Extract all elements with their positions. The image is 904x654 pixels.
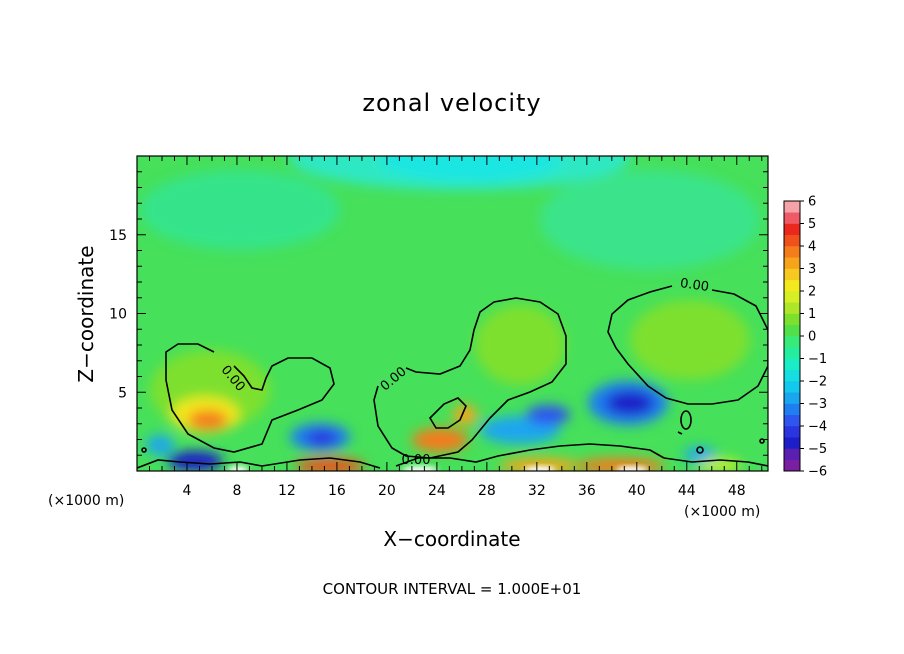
colorbar-tick-label: 1	[808, 307, 816, 322]
colorbar-swatch	[784, 347, 800, 359]
colorbar-tick-label: 4	[808, 240, 816, 255]
colorbar-swatch	[784, 414, 800, 427]
contour-label-3: 0.00	[402, 453, 431, 468]
colorbar-swatch	[784, 336, 800, 348]
colorbar-swatch	[784, 257, 800, 269]
colorbar-swatch	[784, 279, 800, 292]
colorbar-tick-label: −4	[808, 420, 827, 435]
colorbar-swatch	[784, 234, 800, 247]
x-axis-ticks: 4 8 12 16 20 24 28 32 36 40 44 48	[148, 156, 763, 499]
colorbar-swatch	[784, 459, 800, 472]
x-tick-label: 36	[578, 483, 596, 499]
x-tick-label: 24	[428, 483, 446, 499]
x-tick-label: 8	[232, 483, 241, 499]
chart-title: zonal velocity	[362, 89, 541, 117]
colorbar-swatch	[784, 212, 800, 224]
y-tick-label: 5	[118, 385, 127, 401]
colorbar-swatch	[784, 268, 800, 281]
contour-interval-note: CONTOUR INTERVAL = 1.000E+01	[323, 580, 582, 598]
colorbar-swatch	[784, 291, 800, 303]
colorbar-swatch	[784, 426, 800, 438]
colorbar-swatch	[784, 246, 800, 258]
contour-label-4: 0.00	[679, 276, 710, 295]
x-tick-label: 4	[183, 483, 192, 499]
colorbar-swatch	[784, 302, 800, 314]
colorbar-swatch	[784, 201, 800, 213]
x-unit-left: (×1000 m)	[48, 493, 124, 509]
heatmap-field	[137, 156, 768, 471]
y-axis-ticks: 5 10 15	[109, 171, 768, 456]
colorbar-swatch	[784, 448, 800, 461]
x-tick-label: 28	[478, 483, 496, 499]
colorbar	[783, 200, 801, 472]
colorbar-swatch	[784, 381, 800, 393]
colorbar-tick-label: 2	[808, 285, 816, 300]
svg-text:0.00: 0.00	[402, 453, 431, 468]
colorbar-tick-label: −5	[808, 442, 827, 457]
x-tick-label: 20	[378, 483, 396, 499]
colorbar-tick-label: 0	[808, 330, 816, 345]
colorbar-swatch	[784, 403, 800, 416]
colorbar-swatch	[784, 369, 800, 382]
y-tick-label: 10	[109, 307, 127, 323]
x-tick-label: 16	[328, 483, 346, 499]
colorbar-tick-label: −6	[808, 465, 827, 480]
x-tick-label: 44	[678, 483, 696, 499]
x-tick-label: 12	[278, 483, 296, 499]
colorbar-tick-label: 3	[808, 262, 816, 277]
colorbar-ticks: 6 5 4 3 2 1 0 −1 −2 −3 −4 −5 −6	[800, 195, 827, 480]
colorbar-swatch	[784, 392, 800, 404]
colorbar-tick-label: 5	[808, 217, 816, 232]
x-axis-title: X−coordinate	[383, 527, 520, 551]
colorbar-tick-label: −1	[808, 352, 827, 367]
colorbar-swatch	[784, 437, 800, 449]
y-axis-title: Z−coordinate	[74, 245, 98, 382]
x-tick-label: 48	[728, 483, 746, 499]
x-tick-label: 32	[528, 483, 546, 499]
colorbar-swatch	[784, 313, 800, 326]
x-tick-label: 40	[628, 483, 646, 499]
svg-text:0.00: 0.00	[679, 276, 710, 295]
y-tick-label: 15	[109, 228, 127, 244]
colorbar-swatch	[784, 358, 800, 371]
colorbar-tick-label: −3	[808, 397, 827, 412]
colorbar-swatch	[784, 223, 800, 236]
x-unit-right: (×1000 m)	[684, 504, 760, 520]
colorbar-tick-label: 6	[808, 195, 816, 210]
zero-contours	[137, 285, 768, 469]
colorbar-swatch	[784, 324, 800, 337]
colorbar-tick-label: −2	[808, 375, 827, 390]
